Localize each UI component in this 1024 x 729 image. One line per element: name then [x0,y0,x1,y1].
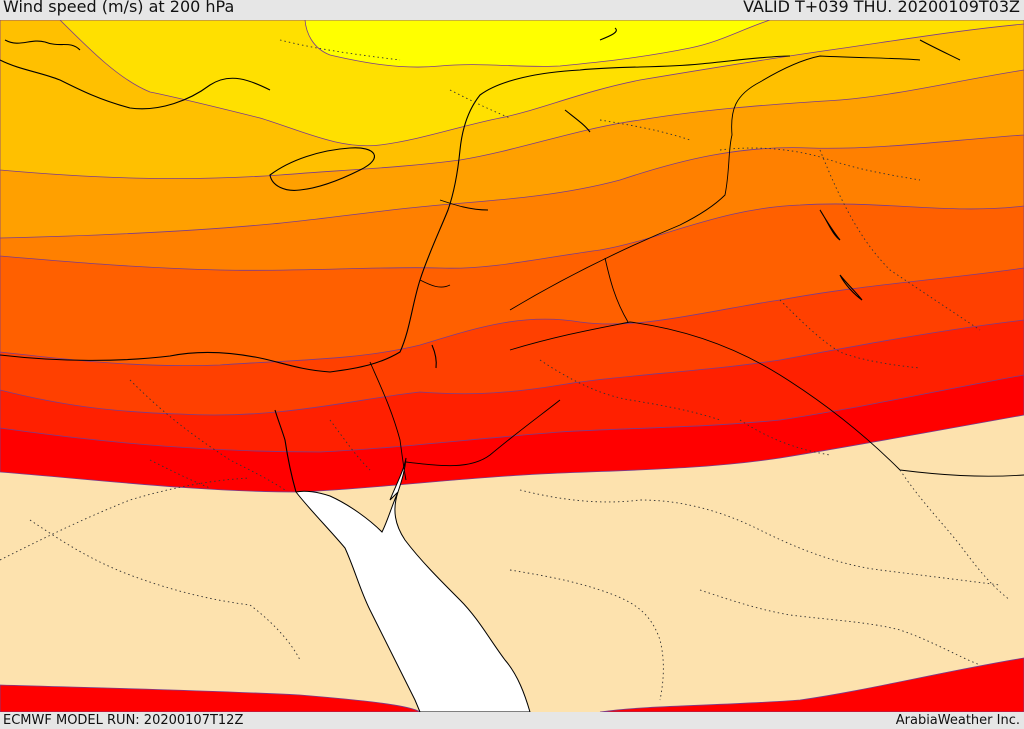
wind-band-southern-8b [599,657,1024,712]
map-canvas [0,20,1024,712]
map-footer: ECMWF MODEL RUN: 20200107T12Z ArabiaWeat… [0,712,1024,729]
wind-speed-map [0,20,1024,712]
valid-time: VALID T+039 THU. 20200109T03Z [743,0,1020,16]
coastlines [0,27,961,493]
wind-band-2 [59,20,1024,147]
red-sea [295,490,531,712]
borders [369,55,1024,481]
credit-text: ArabiaWeather Inc. [895,713,1020,728]
map-header: Wind speed (m/s) at 200 hPa VALID T+039 … [0,0,1024,20]
wind-band-1 [304,20,771,68]
wind-band-southern-8 [0,684,421,712]
map-title: Wind speed (m/s) at 200 hPa [3,0,235,16]
gulf-of-aqaba [389,457,407,501]
province-boundaries [0,39,1011,701]
model-run: ECMWF MODEL RUN: 20200107T12Z [3,713,244,728]
